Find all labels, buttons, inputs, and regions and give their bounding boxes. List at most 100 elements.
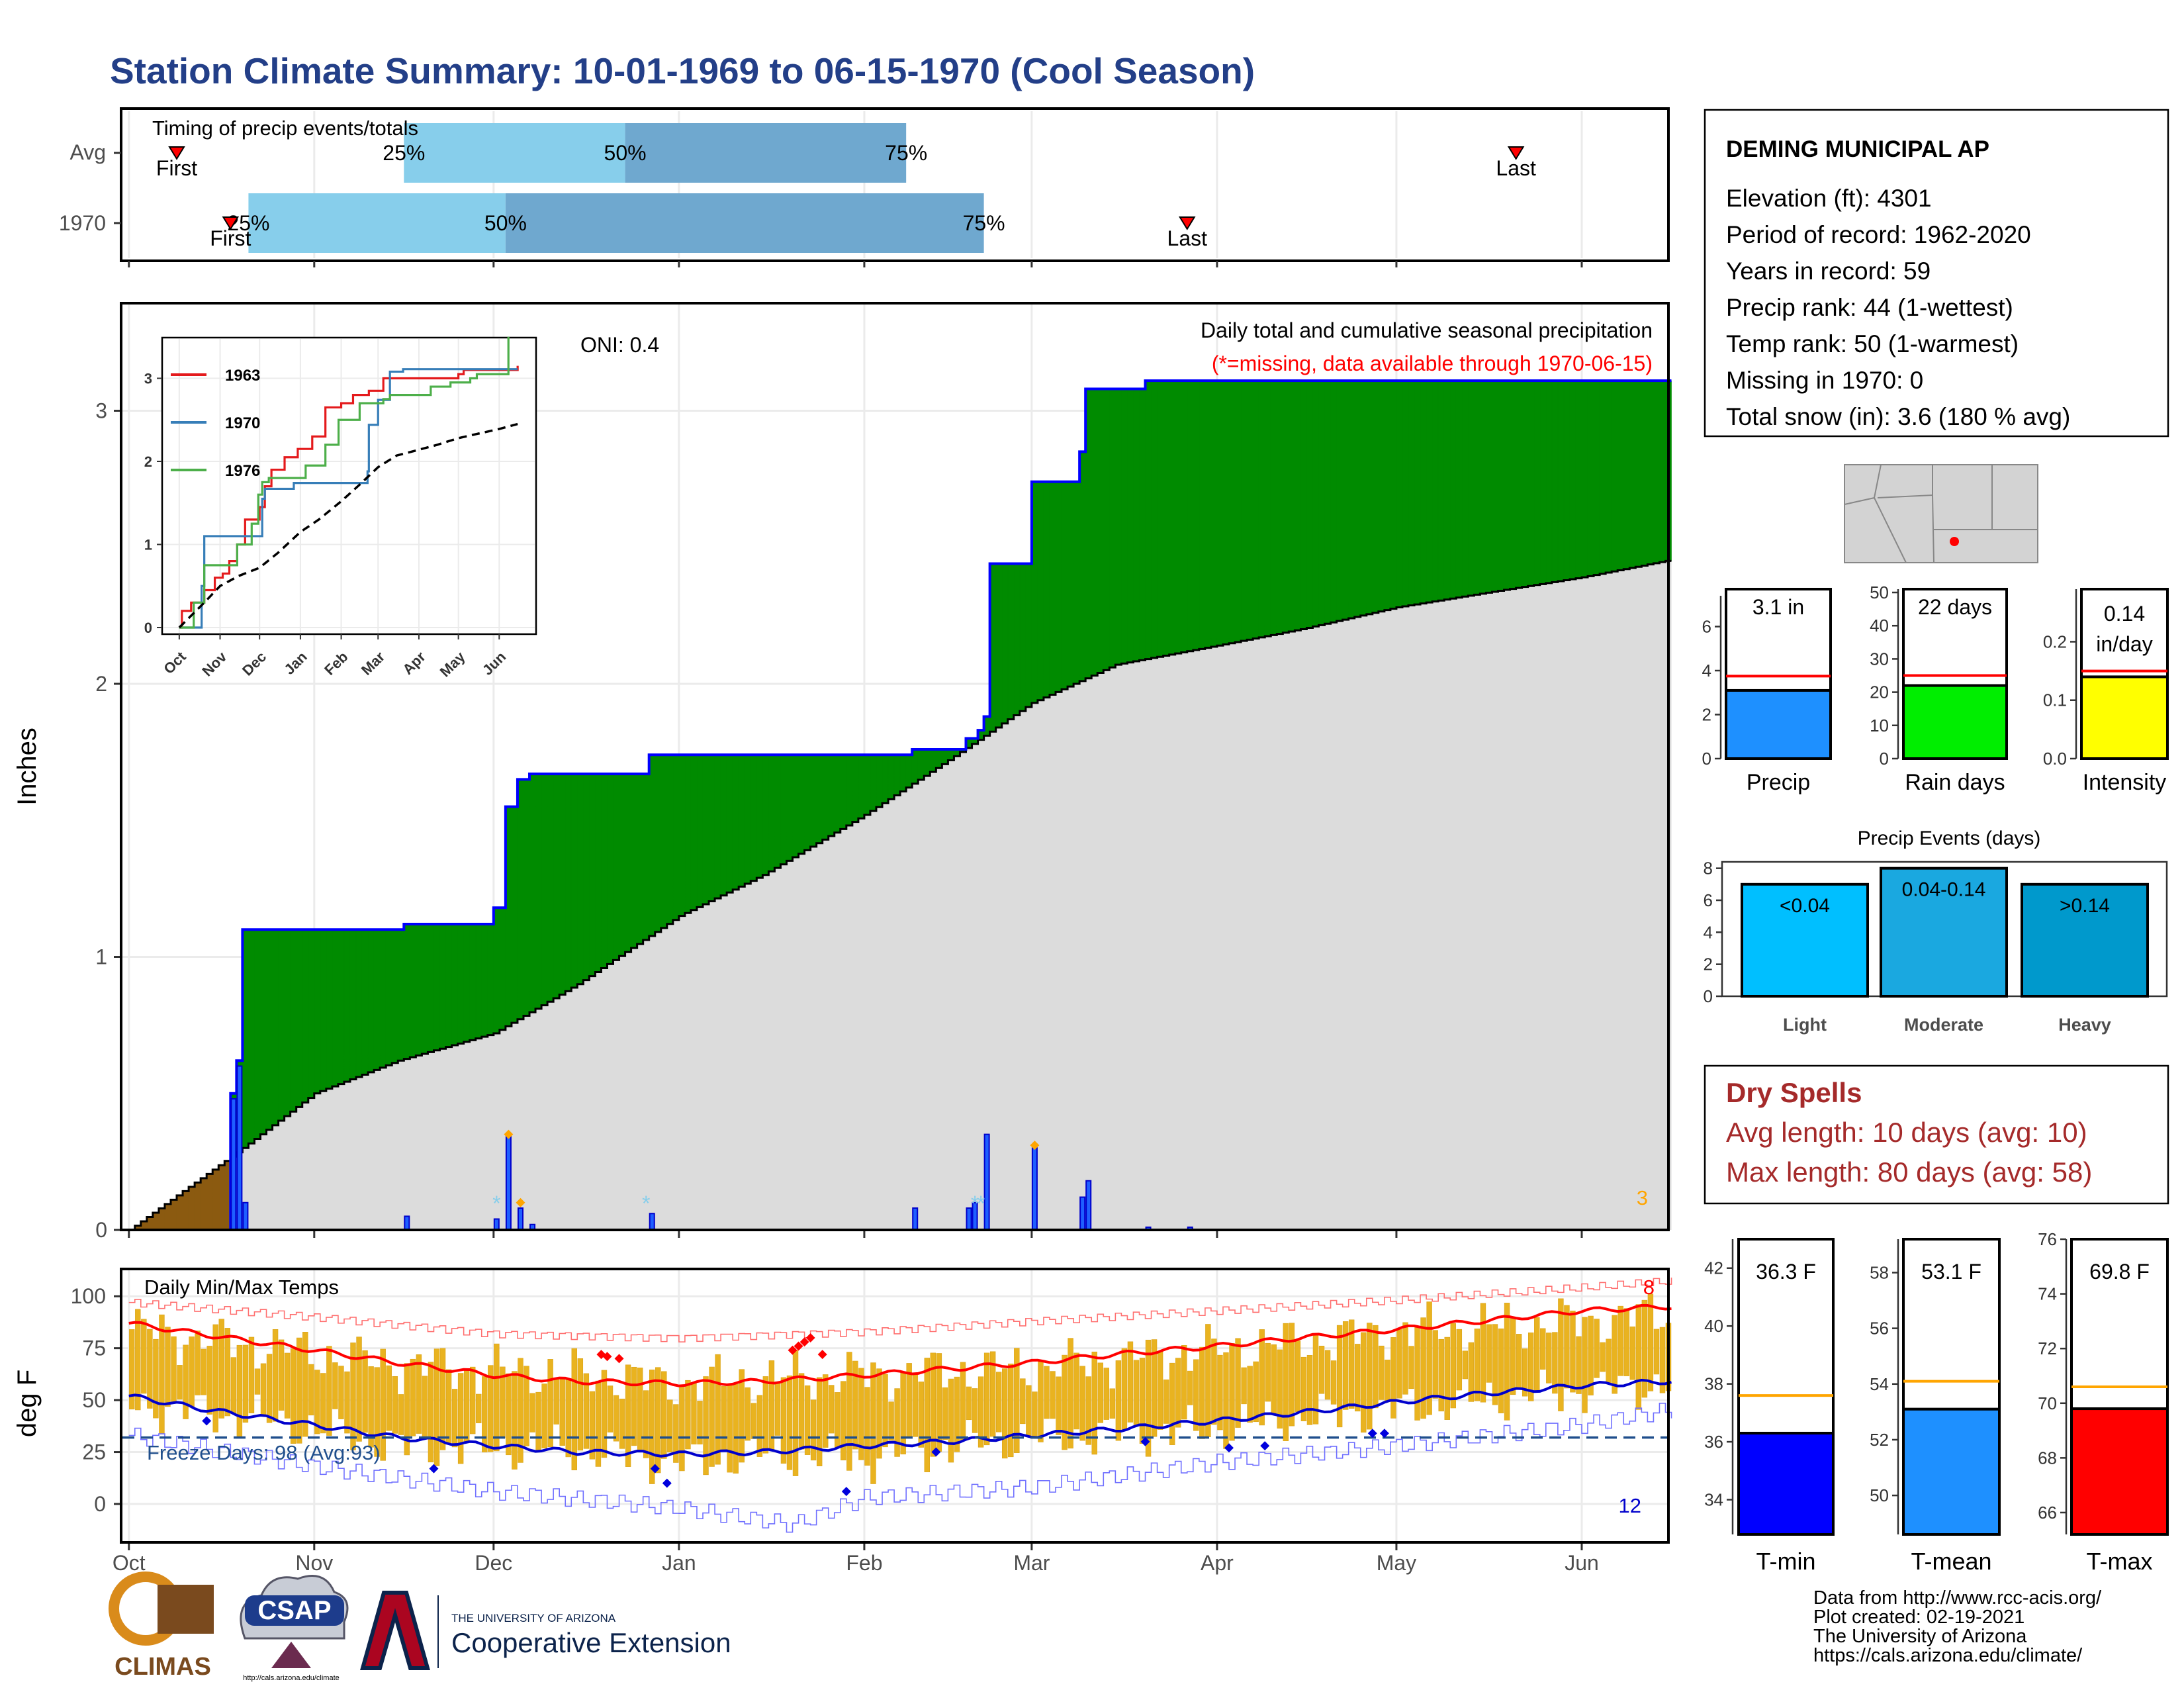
mini-value-label: 53.1 F <box>1921 1260 1981 1284</box>
temp-daily-bar <box>829 1385 835 1434</box>
temp-daily-bar <box>1193 1359 1199 1431</box>
temp-daily-bar <box>894 1388 900 1457</box>
events-title: Precip Events (days) <box>1858 827 2041 849</box>
temp-daily-bar <box>1038 1360 1044 1442</box>
record-high-marker <box>788 1345 797 1355</box>
record-low-marker <box>931 1447 941 1457</box>
mini-y-tick-label: 0 <box>1880 749 1889 769</box>
temp-daily-bar <box>810 1399 817 1461</box>
mini-y-tick-label: 70 <box>2038 1393 2057 1413</box>
temp-daily-bar <box>523 1366 529 1446</box>
temp-daily-bar <box>1456 1329 1463 1391</box>
temp-daily-bar <box>1133 1360 1140 1425</box>
inset-series-line <box>179 336 510 629</box>
temp-panel: 0 25 50 75 100 Oct Nov Dec Jan Feb Mar Apr May Jun Da… <box>13 1268 1672 1575</box>
temp-daily-bar <box>751 1403 757 1439</box>
oni-label: ONI: 0.4 <box>580 333 659 357</box>
record-low-marker <box>841 1487 851 1497</box>
temp-daily-bar <box>171 1336 177 1403</box>
temp-daily-bar <box>1510 1317 1516 1395</box>
temp-y-tick-label: 25 <box>82 1440 106 1464</box>
temp-daily-bar <box>445 1369 452 1445</box>
temp-daily-bar <box>721 1386 727 1451</box>
temp-daily-bar <box>1002 1368 1008 1459</box>
temp-daily-bar <box>1438 1338 1444 1412</box>
climas-logo-text: CLIMAS <box>114 1653 211 1681</box>
timing-q25-label: 25% <box>383 141 425 165</box>
temp-daily-bar <box>661 1371 667 1459</box>
temp-daily-bar <box>643 1390 649 1458</box>
temp-daily-bar <box>1199 1346 1205 1439</box>
temp-daily-bar <box>1068 1338 1073 1449</box>
temp-daily-bar <box>314 1370 320 1434</box>
temp-daily-bar <box>786 1375 793 1470</box>
temp-daily-bar <box>1606 1338 1612 1384</box>
events-marks: 0 2 4 6 8 <0.04 Light 0.04-0.14 Moderate >0.14 Hea… <box>1704 859 2168 1035</box>
temp-daily-bar <box>589 1391 596 1460</box>
events-y-tick-label: 6 <box>1704 890 1713 910</box>
temp-daily-bar <box>1265 1342 1271 1402</box>
temp-daily-bar <box>1091 1351 1097 1455</box>
temp-daily-bar <box>374 1367 380 1457</box>
temp-daily-bar <box>1528 1333 1534 1401</box>
inset-legend-label: 1970 <box>225 414 260 432</box>
station-info-box: DEMING MUNICIPAL AP Elevation (ft): 4301… <box>1704 109 2169 438</box>
temp-daily-bar <box>858 1368 864 1460</box>
temp-daily-bar <box>201 1348 206 1395</box>
inset-y-tick-label: 0 <box>144 620 152 636</box>
timing-last-label: Last <box>1496 156 1536 180</box>
mini-bar <box>2070 1407 2169 1536</box>
temp-daily-bar <box>1223 1352 1229 1449</box>
precip-y-tick-label: 1 <box>95 945 107 969</box>
mini-y-tick-label: 66 <box>2038 1503 2057 1523</box>
temp-daily-bar <box>1324 1350 1331 1400</box>
temp-daily-bar <box>433 1348 440 1466</box>
csap-logo: CSAP http://cals.arizona.edu/climate <box>240 1575 349 1682</box>
events-value-label: >0.14 <box>2060 895 2110 917</box>
temp-daily-bar <box>535 1391 541 1452</box>
inset-series-line <box>179 365 519 629</box>
mini-y-tick-label: 30 <box>1870 649 1889 669</box>
temp-daily-bar <box>1205 1324 1211 1437</box>
events-bar <box>1741 882 1869 998</box>
temp-daily-bar <box>870 1362 876 1484</box>
temp-daily-bar <box>254 1368 261 1395</box>
mini-y-tick-label: 72 <box>2038 1338 2057 1358</box>
mini-y-tick-label: 38 <box>1704 1374 1723 1394</box>
temp-daily-bar <box>1056 1376 1062 1435</box>
mini-bar <box>1902 1407 2001 1536</box>
mini-bar-frame <box>2070 1238 2169 1411</box>
temp-daily-bar <box>816 1377 823 1466</box>
temp-daily-bar <box>1271 1344 1277 1415</box>
record-low-marker <box>202 1416 212 1426</box>
temp-daily-bar <box>835 1392 841 1448</box>
avg-min-line <box>128 1378 1672 1458</box>
mini-bar <box>1902 684 2008 760</box>
record-high-marker <box>799 1337 809 1347</box>
temp-daily-bar <box>607 1385 614 1432</box>
temp-daily-bar <box>1653 1329 1660 1375</box>
temp-daily-bar <box>768 1360 775 1450</box>
temp-daily-bar <box>242 1344 249 1423</box>
precip-ylabel: Inches <box>13 727 42 806</box>
temp-daily-bar <box>1468 1342 1475 1402</box>
mini-value-label: in/day <box>2096 632 2152 656</box>
temp-daily-bar <box>1235 1338 1241 1428</box>
temp-daily-bar <box>882 1374 888 1448</box>
temp-daily-bar <box>1229 1342 1235 1441</box>
temp-daily-bar <box>482 1376 488 1452</box>
temp-daily-bar <box>792 1350 799 1476</box>
temp-daily-bar <box>685 1380 691 1450</box>
timing-last-label: Last <box>1167 226 1208 250</box>
temp-daily-bar <box>302 1332 308 1437</box>
temp-daily-bar <box>1008 1364 1014 1458</box>
temp-daily-bar <box>1050 1371 1056 1419</box>
temp-daily-bar <box>308 1364 314 1416</box>
mini-bar-frame <box>1725 588 1832 692</box>
temp-daily-bar <box>1367 1323 1373 1430</box>
csap-logo-text: CSAP <box>257 1596 331 1625</box>
temp-daily-bar <box>1629 1326 1636 1380</box>
